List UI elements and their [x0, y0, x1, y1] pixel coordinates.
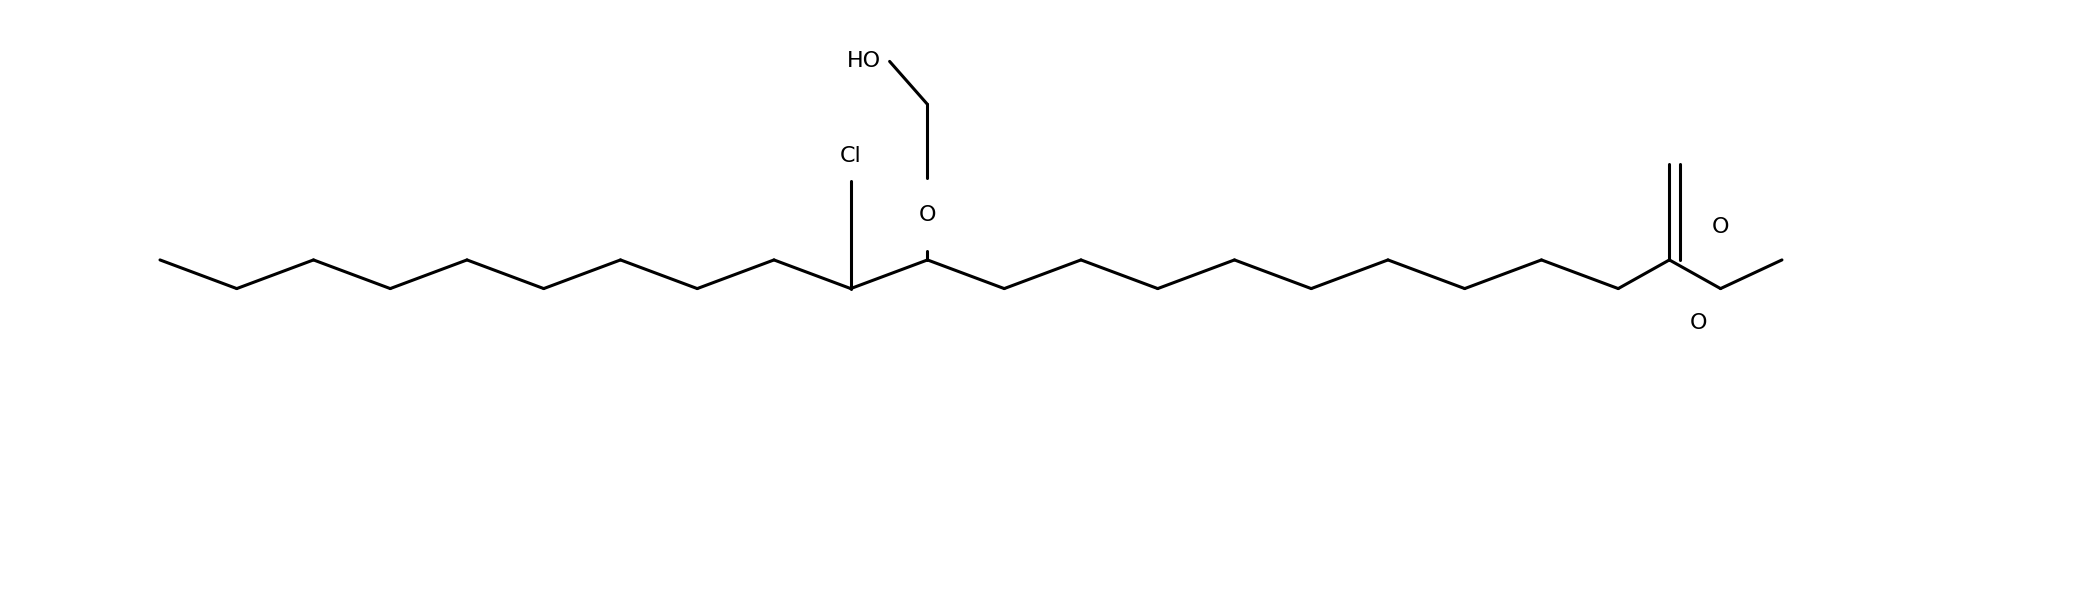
Text: HO: HO: [847, 52, 882, 71]
Text: O: O: [920, 205, 936, 225]
Text: O: O: [1713, 217, 1729, 237]
Text: O: O: [1690, 313, 1706, 333]
Text: Cl: Cl: [841, 146, 862, 166]
